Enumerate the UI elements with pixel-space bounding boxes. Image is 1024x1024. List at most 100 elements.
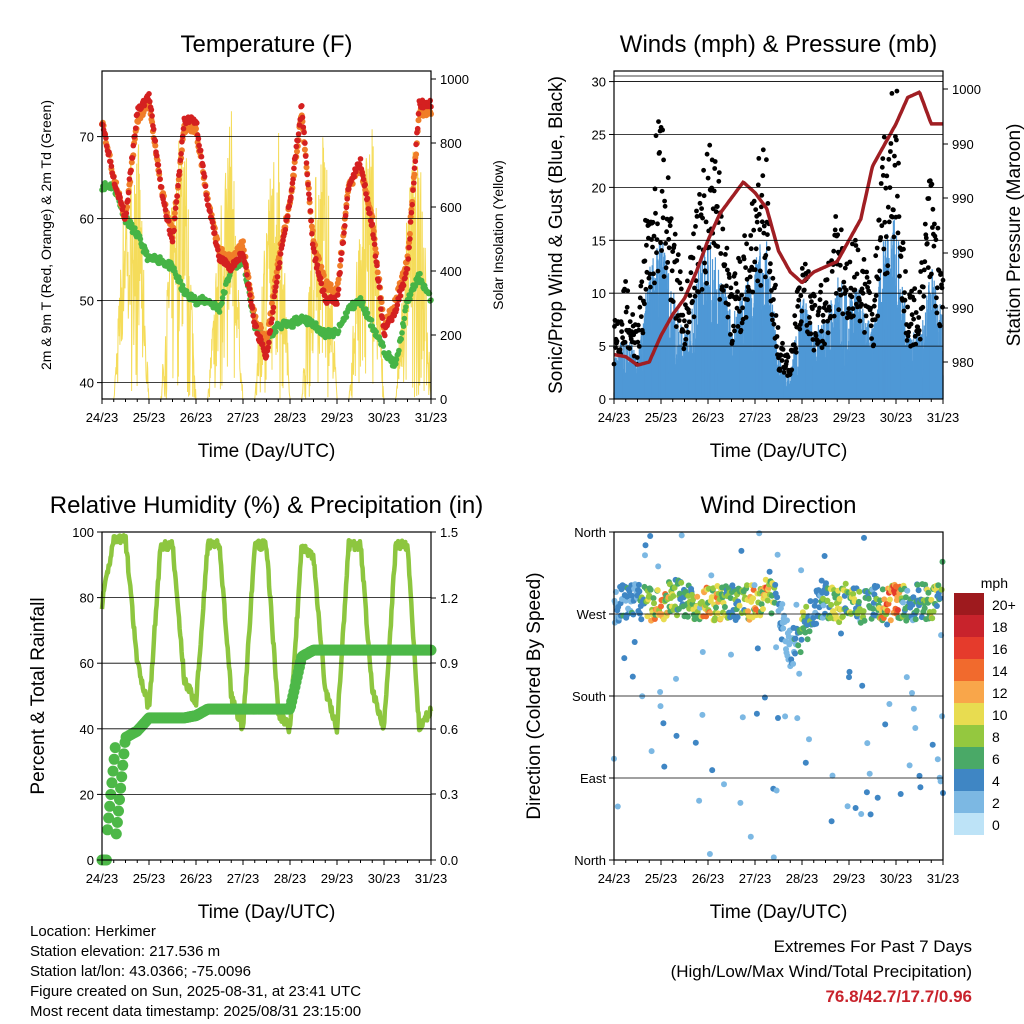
humidity-ylabel: Percent & Total Rainfall bbox=[28, 597, 49, 794]
direction-dot bbox=[897, 791, 904, 797]
gust-dot bbox=[825, 330, 831, 336]
dewpoint-dot bbox=[400, 323, 407, 330]
temp2m-dot bbox=[407, 236, 413, 242]
gust-dot bbox=[655, 268, 661, 274]
gust-dot bbox=[796, 297, 802, 303]
direction-dot bbox=[761, 694, 768, 701]
temp9m-dot bbox=[327, 281, 334, 288]
legend-label: 20+ bbox=[992, 597, 1016, 613]
gust-dot bbox=[873, 253, 879, 259]
gust-dot bbox=[779, 358, 785, 363]
gust-dot bbox=[796, 285, 802, 291]
gust-dot bbox=[837, 262, 843, 268]
gust-dot bbox=[878, 235, 884, 240]
legend-label: 2 bbox=[992, 795, 1000, 811]
direction-dot bbox=[912, 725, 919, 731]
direction-dot bbox=[670, 593, 677, 600]
gust-dot bbox=[866, 279, 872, 285]
direction-dot bbox=[864, 740, 871, 747]
temp2m-dot bbox=[338, 257, 344, 263]
gust-dot bbox=[617, 347, 623, 352]
direction-dot bbox=[915, 587, 922, 594]
gust-dot bbox=[881, 134, 887, 140]
gust-dot bbox=[862, 281, 868, 287]
gust-dot bbox=[827, 307, 832, 313]
temp2m-dot bbox=[176, 168, 183, 175]
gust-dot bbox=[885, 204, 891, 210]
direction-dot bbox=[874, 794, 881, 801]
gust-dot bbox=[797, 326, 803, 332]
temp2m-dot bbox=[412, 158, 419, 165]
legend-label: 18 bbox=[992, 619, 1008, 635]
temp2m-dot bbox=[201, 173, 208, 180]
direction-dot bbox=[629, 673, 636, 680]
gust-dot bbox=[913, 310, 919, 315]
temp2m-dot bbox=[427, 97, 434, 104]
temp2m-dot bbox=[362, 181, 369, 188]
temp2m-dot bbox=[174, 193, 180, 199]
gust-dot bbox=[625, 288, 631, 294]
winds-y2tick-label: 990 bbox=[952, 191, 974, 206]
direction-dot bbox=[737, 799, 744, 806]
direction-dot bbox=[699, 649, 706, 655]
temp2m-dot bbox=[279, 242, 286, 248]
gust-dot bbox=[649, 237, 654, 242]
precip-dot bbox=[117, 759, 129, 771]
temp9m-dot bbox=[372, 245, 379, 252]
gust-dot bbox=[925, 265, 931, 270]
direction-dot bbox=[906, 762, 913, 769]
temp2m-dot bbox=[265, 344, 271, 351]
direction-dot bbox=[728, 651, 734, 658]
temp2m-dot bbox=[173, 199, 180, 205]
direction-dot bbox=[881, 596, 888, 603]
winds-ytick-label: 5 bbox=[599, 339, 606, 354]
direction-dot bbox=[806, 628, 813, 635]
gust-dot bbox=[901, 246, 906, 252]
temp2m-dot bbox=[125, 197, 131, 203]
winds-xtick-label: 27/23 bbox=[739, 410, 772, 425]
temp9m-dot bbox=[374, 269, 381, 276]
gust-dot bbox=[752, 267, 758, 273]
gust-dot bbox=[897, 273, 902, 279]
direction-ytick-label: North bbox=[574, 853, 606, 868]
direction-dot bbox=[751, 582, 758, 589]
humidity-xtick-label: 30/23 bbox=[368, 871, 401, 886]
direction-dot bbox=[863, 789, 870, 796]
gust-dot bbox=[859, 301, 864, 307]
gust-dot bbox=[829, 269, 835, 274]
direction-dot bbox=[648, 748, 655, 755]
gust-dot bbox=[636, 327, 642, 333]
gust-dot bbox=[818, 289, 823, 295]
temp2m-dot bbox=[253, 323, 260, 330]
gust-dot bbox=[677, 269, 683, 275]
gust-dot bbox=[773, 282, 778, 288]
gust-dot bbox=[932, 221, 937, 227]
gust-dot bbox=[746, 287, 752, 293]
gust-dot bbox=[769, 312, 775, 318]
gust-dot bbox=[744, 241, 749, 247]
gust-dot bbox=[706, 244, 712, 250]
temp2m-dot bbox=[413, 141, 419, 148]
gust-dot bbox=[881, 246, 887, 252]
gust-dot bbox=[655, 221, 660, 227]
direction-dot bbox=[766, 568, 773, 575]
direction-dot bbox=[812, 598, 819, 604]
temp9m-dot bbox=[411, 171, 418, 178]
direction-dot bbox=[937, 595, 944, 602]
temp2m-dot bbox=[303, 160, 310, 166]
direction-dot bbox=[886, 701, 893, 707]
direction-dot bbox=[852, 805, 859, 811]
gust-dot bbox=[880, 156, 886, 162]
temp2m-dot bbox=[299, 114, 306, 121]
gust-dot bbox=[785, 354, 791, 360]
temperature-xtick-label: 25/23 bbox=[133, 410, 166, 425]
gust-dot bbox=[719, 284, 725, 290]
gust-dot bbox=[653, 210, 658, 216]
temp2m-dot bbox=[162, 207, 169, 213]
legend-label: 10 bbox=[992, 707, 1008, 723]
dewpoint-dot bbox=[132, 225, 138, 231]
dewpoint-dot bbox=[137, 236, 144, 242]
gust-dot bbox=[771, 297, 776, 302]
temp2m-dot bbox=[207, 208, 213, 215]
gust-dot bbox=[672, 231, 678, 237]
